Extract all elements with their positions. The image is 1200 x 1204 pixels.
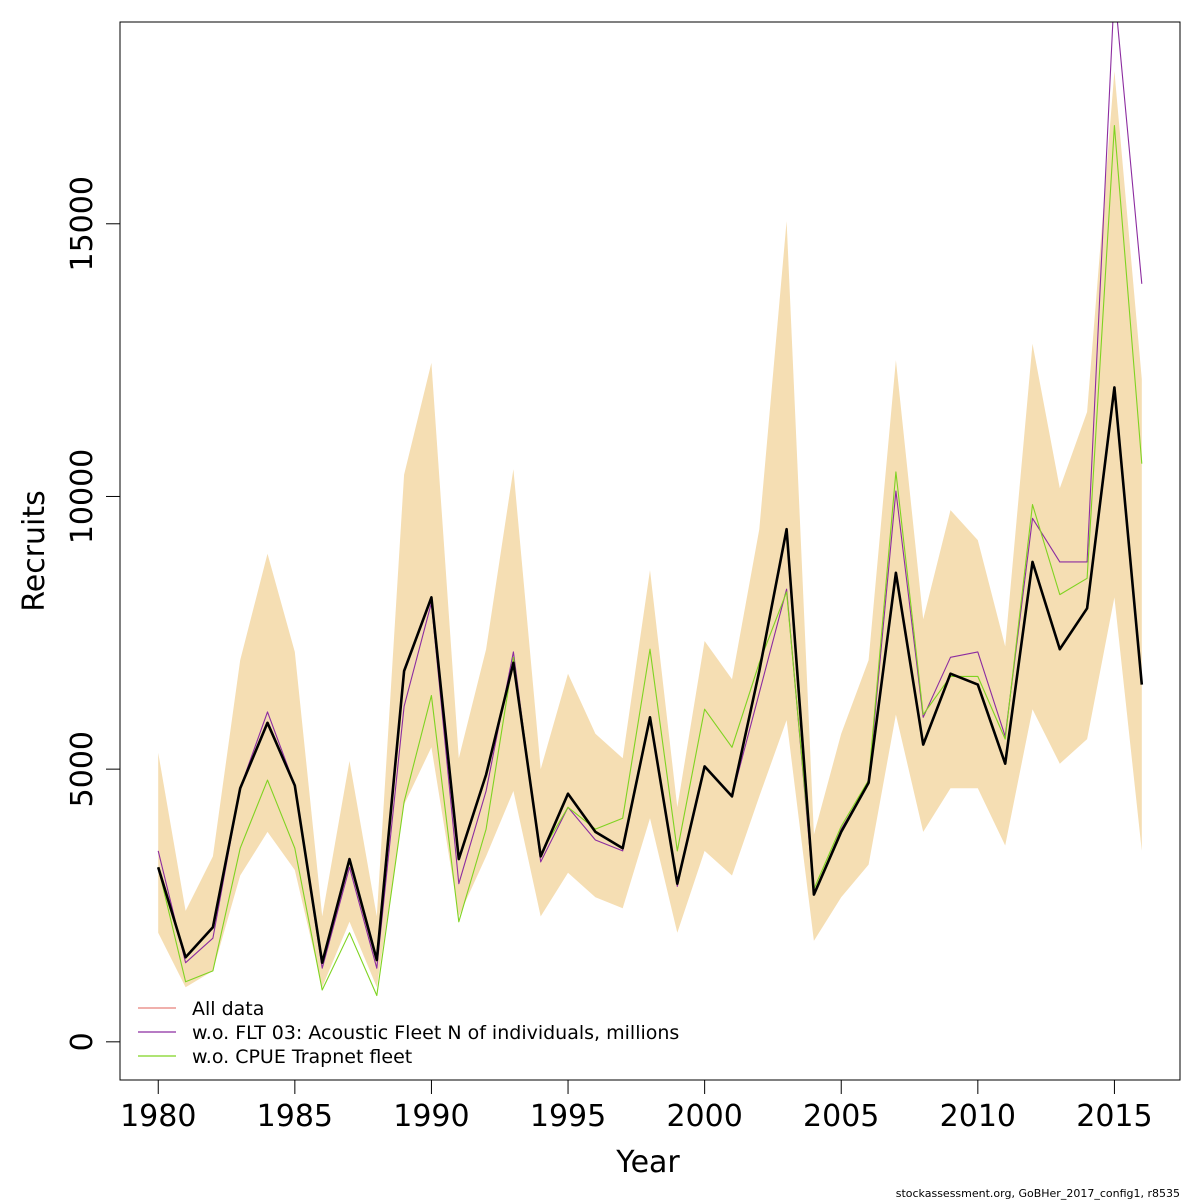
- y-tick-label: 5000: [65, 731, 100, 807]
- series-lines: [156, 22, 1144, 997]
- x-axis: 1980 1985 1990 1995 2000 2005 2010 2015: [120, 1079, 1153, 1134]
- x-tick-label: 2000: [666, 1099, 742, 1134]
- x-tick-label: 2010: [940, 1099, 1016, 1134]
- x-axis-title: Year: [615, 1145, 680, 1180]
- legend-label-0: All data: [192, 998, 264, 1020]
- x-tick-label: 2015: [1076, 1099, 1152, 1134]
- confidence-band: [158, 71, 1142, 988]
- x-tick-label: 2005: [803, 1099, 879, 1134]
- legend-label-2: w.o. CPUE Trapnet fleet: [192, 1046, 412, 1068]
- x-tick-label: 1990: [393, 1099, 469, 1134]
- x-tick-label: 1985: [257, 1099, 333, 1134]
- y-tick-label: 0: [65, 1032, 100, 1051]
- x-tick-label: 1995: [530, 1099, 606, 1134]
- y-tick-label: 10000: [65, 449, 100, 544]
- y-axis-title: Recruits: [17, 490, 52, 612]
- y-axis: 0 5000 10000 15000: [65, 176, 121, 1051]
- legend-label-1: w.o. FLT 03: Acoustic Fleet N of individ…: [192, 1022, 679, 1044]
- series-line-2: [157, 125, 1143, 997]
- x-tick-label: 1980: [120, 1099, 196, 1134]
- y-tick-label: 15000: [65, 176, 100, 271]
- series-line-3: [156, 386, 1144, 965]
- footer-credit: stockassessment.org, GoBHer_2017_config1…: [896, 1187, 1180, 1200]
